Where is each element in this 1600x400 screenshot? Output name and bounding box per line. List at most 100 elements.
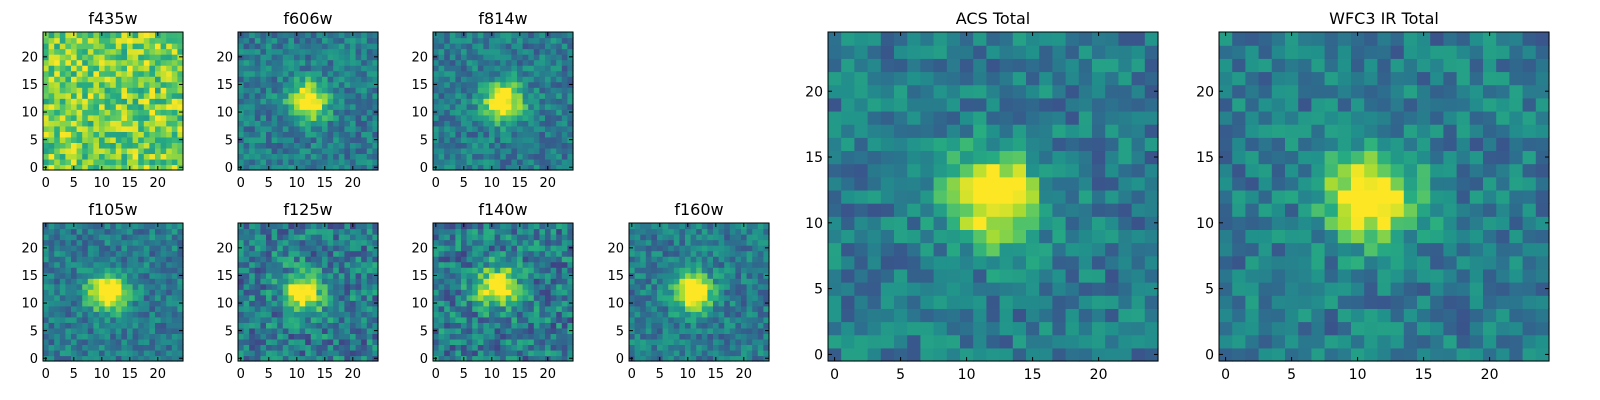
heatmap-cell (550, 48, 557, 55)
heatmap-cell (132, 322, 139, 329)
heatmap-cell (344, 294, 351, 301)
heatmap-cell (299, 32, 306, 39)
heatmap-cell (127, 70, 134, 77)
x-tick-label: 20 (150, 367, 167, 382)
heatmap-cell (338, 153, 345, 160)
heatmap-cell (271, 125, 278, 132)
heatmap-cell (155, 59, 162, 66)
heatmap-cell (561, 43, 568, 50)
heatmap-cell (724, 300, 731, 307)
heatmap-cell (634, 278, 641, 285)
heatmap-cell (1131, 189, 1146, 204)
heatmap-cell (338, 158, 345, 166)
heatmap-cell (455, 250, 462, 257)
heatmap-cell (243, 316, 250, 323)
heatmap-cell (288, 59, 295, 66)
heatmap-cell (477, 289, 484, 296)
heatmap-cell (438, 125, 445, 132)
heatmap-cell (333, 125, 340, 132)
heatmap-cell (110, 37, 117, 44)
heatmap-cell (299, 223, 306, 230)
heatmap-cell (266, 311, 273, 318)
heatmap-cell (528, 267, 535, 274)
heatmap-cell (254, 322, 261, 329)
heatmap-cell (271, 272, 278, 279)
heatmap-cell (433, 92, 440, 99)
heatmap-cell (277, 120, 284, 127)
heatmap-cell (294, 245, 301, 252)
heatmap-cell (282, 338, 289, 346)
heatmap-cell (741, 300, 748, 307)
heatmap-cell (366, 70, 373, 77)
heatmap-cell (82, 76, 89, 83)
heatmap-cell (556, 256, 563, 263)
heatmap-cell (294, 228, 301, 235)
heatmap-cell (1052, 282, 1067, 296)
heatmap-cell (266, 109, 273, 116)
heatmap-cell (110, 278, 117, 285)
heatmap-cell (556, 261, 563, 268)
heatmap-cell (517, 349, 524, 357)
heatmap-cell (271, 153, 278, 160)
heatmap-cell (718, 228, 725, 235)
heatmap-cell (841, 282, 855, 296)
heatmap-cell (305, 125, 312, 132)
heatmap-cell (640, 250, 647, 257)
heatmap-cell (138, 131, 145, 138)
heatmap-cell (713, 245, 720, 252)
heatmap-cell (110, 245, 117, 252)
heatmap-cell (438, 333, 445, 340)
heatmap-cell (361, 98, 368, 105)
heatmap-cell (238, 289, 245, 296)
heatmap-cell (986, 176, 1001, 191)
heatmap-cell (634, 333, 641, 340)
heatmap-cell (71, 267, 78, 274)
heatmap-cell (43, 147, 50, 155)
heatmap-cell (522, 300, 529, 307)
heatmap-cell (477, 103, 484, 110)
heatmap-cell (366, 43, 373, 50)
heatmap-cell (556, 76, 563, 83)
heatmap-cell (138, 114, 145, 121)
heatmap-cell (1118, 189, 1133, 204)
heatmap-cell (177, 76, 184, 83)
heatmap-cell (138, 32, 145, 39)
heatmap-cell (472, 120, 479, 127)
heatmap-cell (673, 223, 680, 230)
heatmap-cell (1092, 308, 1106, 323)
heatmap-cell (65, 92, 72, 99)
heatmap-cell (907, 268, 921, 283)
heatmap-cell (500, 338, 507, 346)
heatmap-cell (651, 349, 658, 357)
heatmap-cell (505, 87, 512, 94)
heatmap-cell (166, 261, 173, 268)
heatmap-cell (166, 87, 173, 94)
heatmap-cell (657, 272, 664, 279)
heatmap-cell (338, 239, 345, 246)
heatmap-cell (433, 43, 440, 50)
heatmap-cell (724, 223, 731, 230)
heatmap-cell (561, 355, 568, 362)
heatmap-cell (539, 223, 546, 230)
heatmap-cell (372, 261, 379, 268)
heatmap-cell (99, 239, 106, 246)
heatmap-cell (115, 278, 122, 285)
heatmap-cell (322, 125, 329, 132)
heatmap-cell (657, 261, 664, 268)
heatmap-cell (277, 272, 284, 279)
heatmap-cell (828, 189, 842, 204)
heatmap-cell (472, 43, 479, 50)
heatmap-cell (880, 334, 895, 349)
heatmap-cell (438, 158, 445, 166)
heatmap-cell (634, 316, 641, 323)
heatmap-cell (260, 98, 267, 105)
heatmap-cell (361, 92, 368, 99)
heatmap-cell (477, 261, 484, 268)
heatmap-cell (483, 355, 490, 362)
heatmap-cell (76, 234, 83, 241)
heatmap-cell (243, 272, 250, 279)
heatmap-cell (266, 338, 273, 346)
heatmap-cell (528, 65, 535, 72)
heatmap-cell (305, 239, 312, 246)
heatmap-cell (76, 54, 83, 61)
